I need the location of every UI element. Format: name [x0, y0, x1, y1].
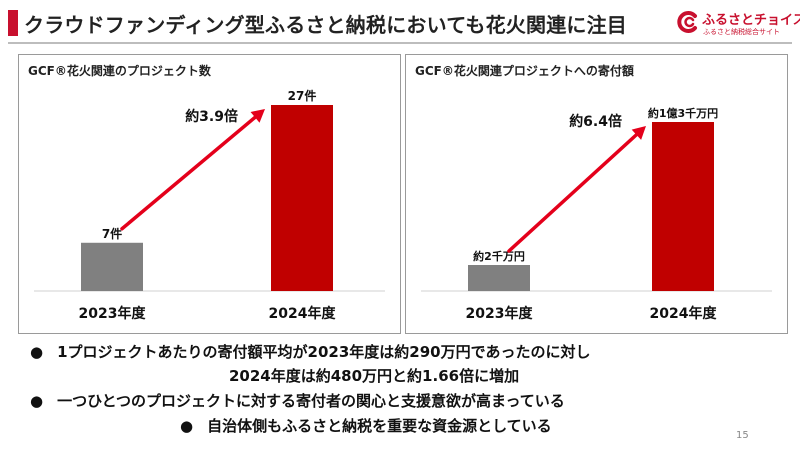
growth-arrow: [120, 115, 257, 231]
logo-tagline: ふるさと納税総合サイト: [703, 28, 780, 36]
x-tick-label: 2024年度: [650, 305, 718, 322]
bar: [652, 122, 714, 291]
bar-value-label: 約1億3千万円: [648, 106, 718, 120]
bullet-item: ● 自治体側もふるさと納税を重要な資金源としている: [180, 415, 552, 436]
growth-annotation: 約6.4倍: [569, 113, 622, 130]
logo-name: ふるさとチョイス: [702, 13, 800, 28]
bullet-marker: ●: [30, 343, 44, 361]
bullet-marker: ●: [180, 417, 194, 435]
brand-logo: ふるさとチョイス ふるさと納税総合サイト: [676, 6, 800, 40]
x-tick-label: 2023年度: [79, 305, 147, 322]
growth-arrow-head: [250, 109, 265, 123]
bar-value-label: 約2千万円: [473, 249, 525, 263]
bullet-text: 1プロジェクトあたりの寄付額平均が2023年度は約290万円であったのに対し: [57, 343, 591, 361]
chart-panel-donations: GCF®花火関連プロジェクトへの寄付額 約2千万円 2023年度 約1億3千万円 20…: [405, 54, 788, 334]
bullet-marker: ●: [30, 392, 44, 410]
page-number: 15: [736, 430, 749, 441]
header-divider: [8, 42, 792, 44]
bar: [271, 105, 333, 291]
bullet-item: ● 1プロジェクトあたりの寄付額平均が2023年度は約290万円であったのに対し: [30, 341, 590, 362]
title-accent-bar: [8, 10, 18, 36]
bullet-item: ● 一つひとつのプロジェクトに対する寄付者の関心と支援意欲が高まっている: [30, 390, 565, 411]
projects-bar-chart: 7件 2023年度 27件 2024年度 約3.9倍: [34, 88, 385, 322]
bar: [468, 265, 530, 291]
growth-arrow-head: [631, 126, 646, 140]
donations-bar-chart: 約2千万円 2023年度 約1億3千万円 2024年度 約6.4倍: [421, 106, 772, 322]
bar: [81, 242, 143, 291]
bullet-text: 自治体側もふるさと納税を重要な資金源としている: [207, 417, 552, 435]
x-tick-label: 2023年度: [466, 305, 534, 322]
growth-arrow: [507, 133, 639, 253]
chart-panel-projects: GCF®花火関連のプロジェクト数 7件 2023年度 27件 2024年度 約3.9倍: [18, 54, 401, 334]
growth-annotation: 約3.9倍: [185, 108, 238, 125]
logo-c-icon: [677, 11, 697, 33]
bar-value-label: 7件: [102, 226, 122, 241]
chart-title: GCF®花火関連のプロジェクト数: [28, 64, 211, 78]
x-tick-label: 2024年度: [269, 305, 337, 322]
bar-value-label: 27件: [288, 88, 317, 103]
page-title: クラウドファンディング型ふるさと納税においても花火関連に注目: [24, 13, 627, 37]
chart-title: GCF®花火関連プロジェクトへの寄付額: [415, 64, 634, 78]
bullet-continuation: 2024年度は約480万円と約1.66倍に増加: [229, 367, 520, 385]
slide-header: クラウドファンディング型ふるさと納税においても花火関連に注目 ふるさとチョイス …: [0, 0, 800, 46]
bullet-text: 一つひとつのプロジェクトに対する寄付者の関心と支援意欲が高まっている: [57, 392, 565, 410]
